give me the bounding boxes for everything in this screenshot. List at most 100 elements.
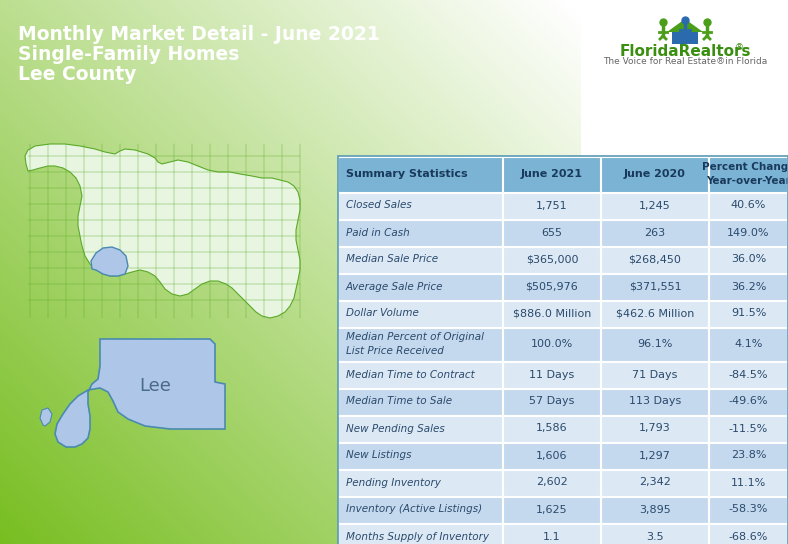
Text: Single-Family Homes: Single-Family Homes — [18, 45, 240, 64]
Text: Lee: Lee — [139, 377, 171, 395]
FancyBboxPatch shape — [672, 32, 698, 44]
FancyBboxPatch shape — [339, 327, 503, 361]
Text: New Listings: New Listings — [346, 450, 411, 461]
Text: 1.1: 1.1 — [543, 531, 561, 541]
FancyBboxPatch shape — [504, 300, 600, 326]
FancyBboxPatch shape — [601, 246, 708, 273]
FancyBboxPatch shape — [709, 246, 787, 273]
FancyBboxPatch shape — [339, 362, 503, 387]
Text: Median Sale Price: Median Sale Price — [346, 255, 438, 264]
Text: Pending Inventory: Pending Inventory — [346, 478, 440, 487]
Text: Dollar Volume: Dollar Volume — [346, 308, 419, 318]
Text: Year-over-Year: Year-over-Year — [706, 176, 788, 186]
FancyBboxPatch shape — [504, 327, 600, 361]
Text: -84.5%: -84.5% — [729, 369, 768, 380]
Polygon shape — [55, 339, 225, 447]
Text: Paid in Cash: Paid in Cash — [346, 227, 410, 238]
FancyBboxPatch shape — [504, 246, 600, 273]
FancyBboxPatch shape — [709, 416, 787, 442]
Polygon shape — [667, 19, 703, 32]
Text: 11 Days: 11 Days — [530, 369, 574, 380]
FancyBboxPatch shape — [339, 157, 503, 191]
FancyBboxPatch shape — [338, 156, 788, 544]
Text: Inventory (Active Listings): Inventory (Active Listings) — [346, 504, 482, 515]
FancyBboxPatch shape — [709, 274, 787, 300]
Text: The Voice for Real Estate®in Florida: The Voice for Real Estate®in Florida — [603, 57, 768, 65]
Text: 2,342: 2,342 — [639, 478, 671, 487]
FancyBboxPatch shape — [709, 523, 787, 544]
FancyBboxPatch shape — [504, 274, 600, 300]
FancyBboxPatch shape — [339, 193, 503, 219]
Text: 3.5: 3.5 — [646, 531, 663, 541]
Text: Average Sale Price: Average Sale Price — [346, 281, 444, 292]
Text: 149.0%: 149.0% — [727, 227, 770, 238]
FancyBboxPatch shape — [709, 327, 787, 361]
Text: $371,551: $371,551 — [629, 281, 682, 292]
FancyBboxPatch shape — [504, 157, 600, 191]
Text: 36.0%: 36.0% — [731, 255, 766, 264]
Text: 4.1%: 4.1% — [734, 339, 763, 349]
Text: 3,895: 3,895 — [639, 504, 671, 515]
FancyBboxPatch shape — [601, 388, 708, 415]
FancyBboxPatch shape — [709, 362, 787, 387]
Text: Lee County: Lee County — [18, 65, 136, 83]
Text: 1,793: 1,793 — [639, 423, 671, 434]
FancyBboxPatch shape — [601, 416, 708, 442]
Text: 96.1%: 96.1% — [637, 339, 673, 349]
FancyBboxPatch shape — [581, 5, 784, 158]
Text: Monthly Market Detail - June 2021: Monthly Market Detail - June 2021 — [18, 24, 380, 44]
FancyBboxPatch shape — [339, 469, 503, 496]
FancyBboxPatch shape — [601, 193, 708, 219]
Text: 40.6%: 40.6% — [730, 201, 766, 211]
FancyBboxPatch shape — [709, 497, 787, 522]
FancyBboxPatch shape — [709, 469, 787, 496]
FancyBboxPatch shape — [504, 388, 600, 415]
FancyBboxPatch shape — [339, 523, 503, 544]
FancyBboxPatch shape — [601, 362, 708, 387]
FancyBboxPatch shape — [601, 219, 708, 245]
Text: Summary Statistics: Summary Statistics — [346, 169, 467, 179]
FancyBboxPatch shape — [339, 274, 503, 300]
FancyBboxPatch shape — [601, 442, 708, 468]
FancyBboxPatch shape — [339, 388, 503, 415]
Text: 1,751: 1,751 — [536, 201, 568, 211]
Text: 71 Days: 71 Days — [632, 369, 678, 380]
Text: 1,625: 1,625 — [536, 504, 568, 515]
Text: 11.1%: 11.1% — [731, 478, 766, 487]
FancyBboxPatch shape — [601, 327, 708, 361]
FancyBboxPatch shape — [709, 219, 787, 245]
FancyBboxPatch shape — [339, 442, 503, 468]
FancyBboxPatch shape — [709, 300, 787, 326]
FancyBboxPatch shape — [504, 497, 600, 522]
Text: 100.0%: 100.0% — [531, 339, 573, 349]
Text: List Price Received: List Price Received — [346, 346, 444, 356]
Text: 655: 655 — [541, 227, 563, 238]
FancyBboxPatch shape — [339, 300, 503, 326]
FancyBboxPatch shape — [709, 388, 787, 415]
Text: -68.6%: -68.6% — [729, 531, 768, 541]
Text: 36.2%: 36.2% — [730, 281, 766, 292]
Text: -11.5%: -11.5% — [729, 423, 768, 434]
Text: $462.6 Million: $462.6 Million — [615, 308, 694, 318]
FancyBboxPatch shape — [504, 523, 600, 544]
Text: $886.0 Million: $886.0 Million — [513, 308, 591, 318]
FancyBboxPatch shape — [504, 416, 600, 442]
FancyBboxPatch shape — [339, 416, 503, 442]
Text: 57 Days: 57 Days — [530, 397, 574, 406]
Text: 1,606: 1,606 — [537, 450, 567, 461]
FancyBboxPatch shape — [504, 362, 600, 387]
FancyBboxPatch shape — [601, 469, 708, 496]
Text: 263: 263 — [645, 227, 666, 238]
Text: -58.3%: -58.3% — [729, 504, 768, 515]
FancyBboxPatch shape — [709, 442, 787, 468]
FancyBboxPatch shape — [504, 469, 600, 496]
Text: Closed Sales: Closed Sales — [346, 201, 412, 211]
FancyBboxPatch shape — [601, 523, 708, 544]
Text: 113 Days: 113 Days — [629, 397, 681, 406]
FancyBboxPatch shape — [709, 193, 787, 219]
Polygon shape — [91, 247, 128, 276]
Text: -49.6%: -49.6% — [729, 397, 768, 406]
Text: 2,602: 2,602 — [536, 478, 568, 487]
Text: ®: ® — [735, 44, 744, 53]
Text: Months Supply of Inventory: Months Supply of Inventory — [346, 531, 489, 541]
